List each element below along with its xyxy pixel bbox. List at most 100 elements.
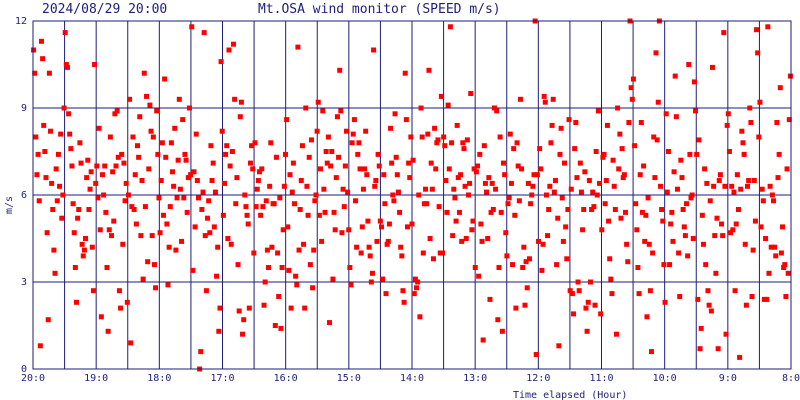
data-point: [254, 186, 260, 192]
data-point: [617, 131, 623, 137]
data-point: [629, 96, 635, 102]
data-point: [739, 128, 745, 134]
data-point: [45, 317, 51, 323]
data-point: [311, 247, 317, 253]
data-point: [774, 120, 780, 125]
data-point: [445, 102, 451, 108]
data-point: [654, 137, 660, 143]
data-point: [281, 183, 287, 189]
data-point: [446, 166, 452, 172]
data-point: [639, 209, 645, 215]
data-point: [467, 180, 473, 186]
data-point: [95, 195, 101, 201]
data-point: [628, 85, 634, 91]
data-point: [533, 352, 539, 357]
data-point: [414, 285, 420, 291]
data-point: [516, 198, 522, 204]
data-point: [154, 108, 160, 114]
data-point: [42, 149, 48, 154]
data-point: [699, 212, 705, 218]
data-point: [351, 117, 357, 123]
data-point: [104, 265, 110, 270]
data-point: [528, 201, 534, 207]
data-point: [218, 59, 224, 65]
data-point: [651, 134, 657, 140]
data-point: [102, 163, 108, 169]
data-point: [587, 279, 593, 285]
data-point: [151, 262, 157, 268]
data-point: [440, 250, 446, 256]
data-point: [560, 238, 566, 244]
data-point: [602, 201, 608, 207]
data-point: [534, 172, 540, 178]
data-point: [536, 238, 542, 244]
data-point: [521, 244, 527, 250]
data-point: [717, 172, 723, 178]
data-point: [411, 291, 417, 297]
data-point: [136, 154, 142, 160]
data-point: [494, 108, 500, 114]
data-point: [473, 169, 479, 175]
data-point: [228, 241, 234, 247]
data-point: [571, 311, 577, 317]
data-point: [349, 140, 355, 146]
data-point: [131, 207, 137, 212]
data-point: [729, 183, 735, 189]
data-point: [501, 160, 507, 166]
data-point: [613, 331, 619, 337]
data-point: [87, 186, 93, 192]
data-point: [96, 125, 102, 131]
data-point: [226, 47, 232, 53]
data-point: [436, 204, 442, 210]
data-point: [459, 238, 465, 244]
data-point: [98, 314, 104, 320]
data-point: [728, 230, 734, 236]
data-point: [776, 151, 782, 157]
data-point: [725, 111, 731, 117]
data-point: [85, 157, 91, 163]
x-tick-label: 13:0: [463, 373, 487, 384]
data-point: [343, 128, 349, 134]
data-point: [380, 276, 386, 282]
data-point: [402, 70, 408, 76]
data-point: [296, 247, 302, 253]
data-point: [545, 233, 551, 239]
data-point: [106, 227, 112, 233]
data-point: [259, 166, 265, 172]
data-point: [202, 233, 208, 239]
data-point: [714, 215, 720, 221]
data-point: [487, 296, 493, 302]
data-point: [427, 236, 433, 241]
y-axis-label: m/s: [4, 196, 15, 214]
data-point: [681, 224, 687, 230]
data-point: [660, 218, 666, 224]
data-point: [306, 154, 312, 160]
data-point: [337, 67, 343, 73]
data-point: [146, 166, 152, 172]
data-point: [424, 201, 430, 207]
data-point: [525, 180, 531, 186]
chart-title: Mt.OSA wind monitor (SPEED m/s): [258, 2, 501, 17]
data-point: [713, 270, 719, 276]
data-point: [462, 183, 468, 189]
data-point: [272, 323, 278, 328]
data-point: [43, 175, 49, 181]
data-point: [589, 207, 595, 212]
data-point: [469, 227, 475, 233]
data-point: [563, 224, 569, 230]
data-point: [175, 157, 181, 163]
data-point: [787, 73, 793, 79]
y-tick-label: 3: [21, 277, 27, 288]
data-point: [476, 273, 482, 279]
data-point: [345, 189, 351, 195]
data-point: [556, 343, 562, 349]
data-point: [523, 259, 529, 265]
data-point: [460, 140, 466, 146]
data-point: [432, 125, 438, 131]
x-axis-label: Time elapsed (Hour): [513, 390, 627, 400]
data-point: [690, 236, 696, 241]
x-tick-label: 18:0: [147, 373, 171, 384]
x-tick-label: 10:0: [653, 373, 677, 384]
data-point: [703, 262, 709, 268]
data-point: [235, 262, 241, 268]
